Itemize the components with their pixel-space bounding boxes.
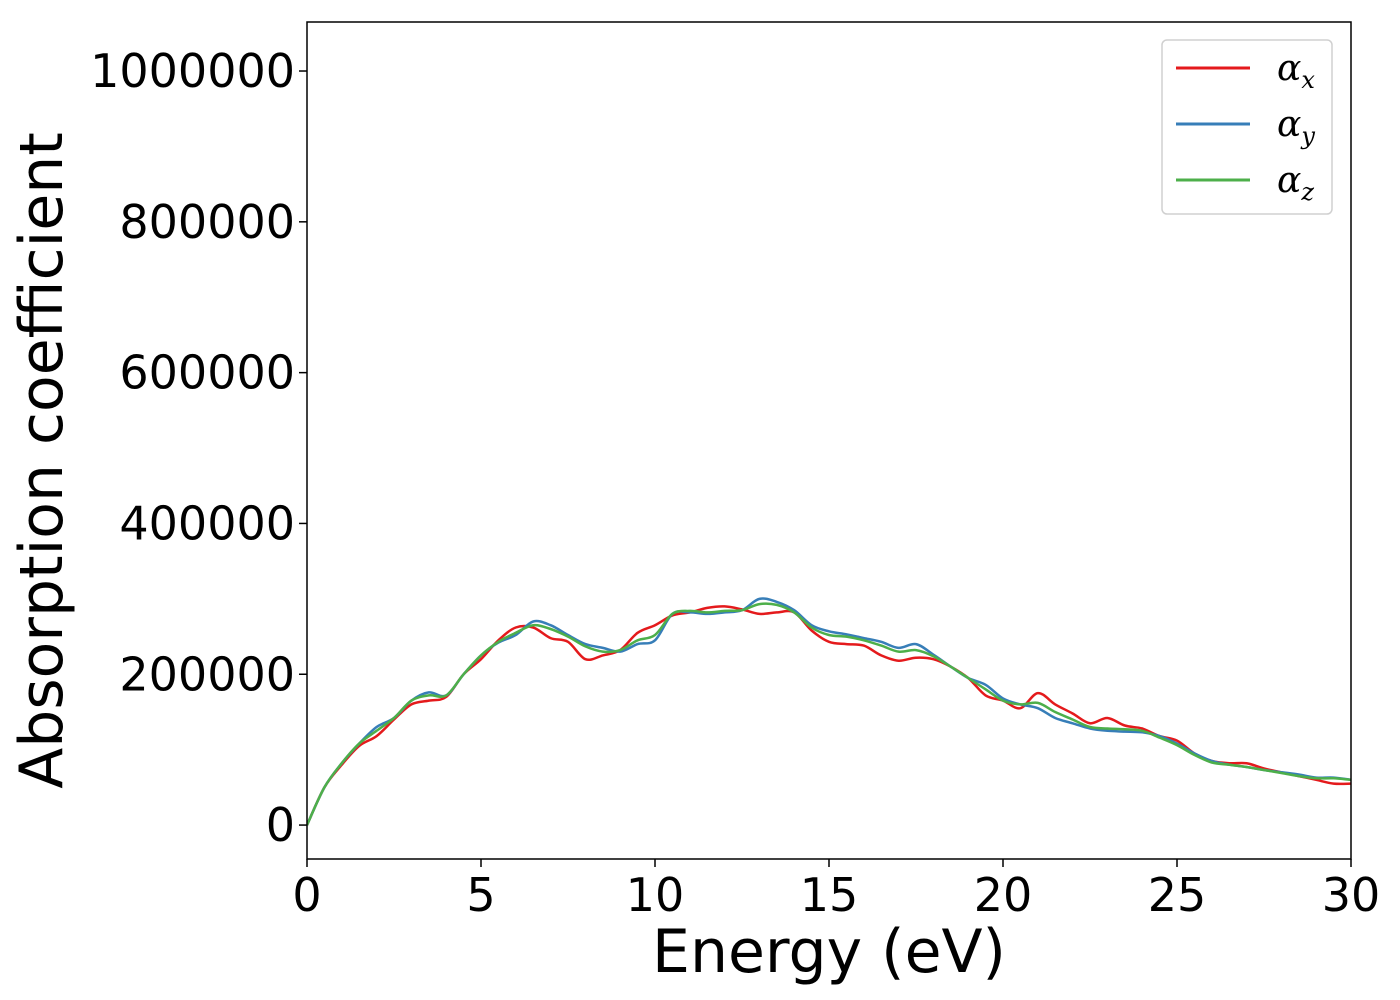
- x-axis-title: Energy (eV): [652, 917, 1006, 987]
- legend-box: [1161, 39, 1333, 215]
- y-tick-label: 400000: [119, 496, 295, 550]
- legend-label-x: αx: [1277, 48, 1315, 94]
- y-tick-label: 600000: [119, 346, 295, 400]
- series-line-x: [307, 605, 1351, 826]
- series-layer: [307, 597, 1351, 826]
- legend-label-z: αz: [1277, 160, 1314, 206]
- x-tick-label: 10: [626, 868, 685, 922]
- y-tick-label: 1000000: [90, 44, 295, 98]
- series-line-z: [307, 602, 1351, 826]
- x-tick-label: 15: [800, 868, 859, 922]
- x-tick-label: 20: [974, 868, 1033, 922]
- y-tick-label: 800000: [119, 195, 295, 249]
- y-tick-label: 200000: [119, 647, 295, 701]
- legend: αx αy αz: [1161, 39, 1333, 215]
- x-axis-ticks: 0 5 10 15 20 25 30: [292, 859, 1380, 922]
- legend-label-y: αy: [1277, 104, 1315, 150]
- x-tick-label: 25: [1148, 868, 1207, 922]
- x-tick-label: 5: [466, 868, 495, 922]
- y-axis-title: Absorption coefficient: [7, 132, 77, 789]
- series-line-y: [307, 597, 1351, 826]
- y-tick-label: 0: [266, 798, 295, 852]
- x-tick-label: 0: [292, 868, 321, 922]
- x-tick-label: 30: [1322, 868, 1381, 922]
- y-axis-ticks: 0 200000 400000 600000 800000 1000000: [90, 44, 307, 852]
